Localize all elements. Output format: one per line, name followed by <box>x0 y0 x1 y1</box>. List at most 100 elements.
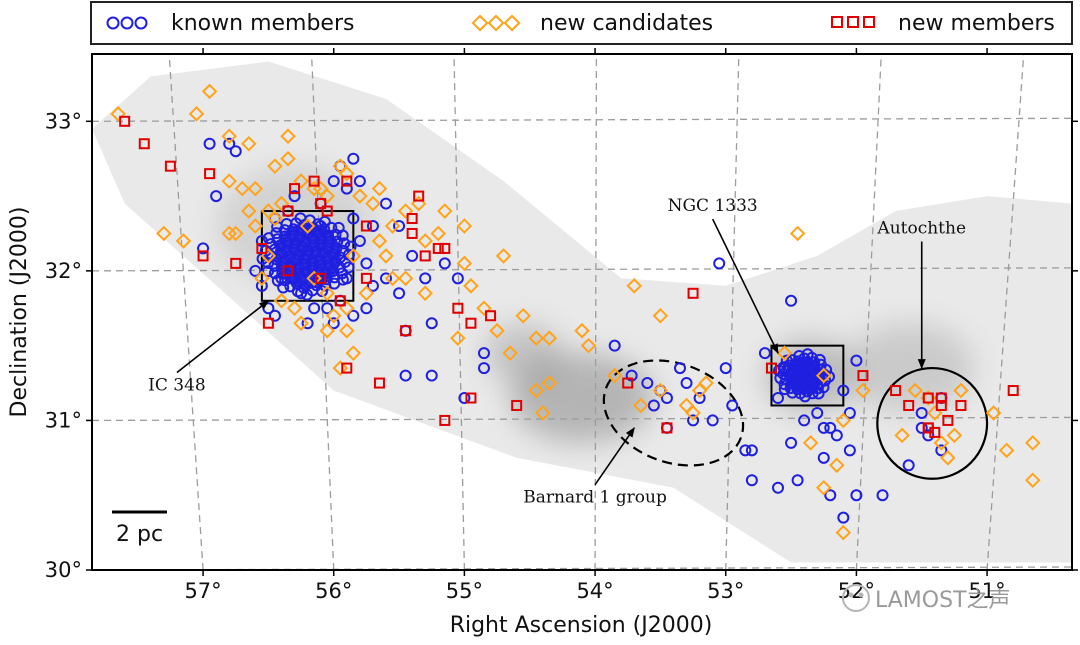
plot-frame <box>91 53 1073 571</box>
x-tick-label: 56° <box>315 579 352 603</box>
data-point <box>286 300 303 317</box>
watermark-icon-dot <box>858 592 864 598</box>
data-point <box>463 278 479 294</box>
x-tick-label: 55° <box>446 579 483 603</box>
data-point <box>811 406 824 419</box>
series-new-members <box>119 115 1019 438</box>
grid-line-ra <box>855 54 882 570</box>
data-point <box>626 278 643 294</box>
data-point <box>384 270 401 287</box>
data-point <box>406 249 419 262</box>
data-point <box>998 442 1015 459</box>
grid-line-ra <box>168 54 204 570</box>
data-point <box>294 212 307 225</box>
data-point <box>894 427 910 444</box>
data-point <box>813 353 826 366</box>
data-point <box>835 412 852 429</box>
data-point <box>293 315 309 331</box>
data-point <box>221 173 237 189</box>
data-point <box>241 203 257 219</box>
data-point <box>739 444 752 457</box>
data-point <box>661 422 673 434</box>
data-point <box>660 392 673 404</box>
data-point <box>915 421 928 434</box>
y-tick-label: 31° <box>45 408 82 432</box>
data-point <box>822 370 835 383</box>
data-point <box>835 524 852 541</box>
data-point <box>622 377 634 389</box>
region-box <box>770 344 845 407</box>
data-point <box>935 399 947 411</box>
data-point <box>319 322 335 339</box>
grid-line-dec <box>92 117 1072 122</box>
data-point <box>313 253 326 266</box>
data-point <box>933 435 950 451</box>
y-tick-label: 33° <box>45 109 82 133</box>
data-point <box>857 370 869 382</box>
data-point <box>332 221 345 234</box>
data-point <box>850 354 863 367</box>
data-point <box>791 474 804 487</box>
data-point <box>785 436 798 449</box>
data-point <box>843 444 856 457</box>
data-point <box>327 175 340 188</box>
legend-candidates-markers <box>471 14 521 32</box>
data-point <box>451 272 464 285</box>
data-point <box>674 362 686 375</box>
x-tick-label: 51° <box>968 579 1005 603</box>
data-point <box>203 137 216 150</box>
data-point <box>332 360 349 376</box>
data-point <box>478 347 490 360</box>
data-point <box>314 220 327 232</box>
data-point <box>227 225 244 242</box>
data-point <box>345 248 362 264</box>
data-point <box>275 272 288 285</box>
legend-candidate-marker <box>487 14 505 32</box>
data-point <box>489 322 505 339</box>
data-point <box>289 183 301 195</box>
data-point <box>940 450 956 466</box>
data-point <box>935 392 947 404</box>
data-point <box>802 435 819 451</box>
legend-candidates-label: new candidates <box>540 11 713 36</box>
legend-known-label: known members <box>171 11 354 36</box>
data-point <box>706 414 719 427</box>
data-point <box>778 362 791 375</box>
data-point <box>262 265 275 278</box>
y-tick-label: 30° <box>45 558 82 582</box>
data-point <box>334 295 346 307</box>
x-tick-label: 54° <box>576 579 613 603</box>
data-point <box>902 459 915 472</box>
data-points <box>110 83 1041 541</box>
legend-members-markers <box>831 16 875 28</box>
region-circle <box>876 366 989 480</box>
data-point <box>829 457 845 474</box>
data-point <box>267 158 283 174</box>
cloud-dark-region <box>843 323 975 413</box>
data-point <box>773 364 786 377</box>
x-tick-label: 57° <box>184 579 221 603</box>
data-point <box>820 363 833 376</box>
data-point <box>175 233 192 249</box>
data-point <box>378 248 394 264</box>
data-point <box>907 382 923 399</box>
data-point <box>342 248 355 261</box>
data-point <box>515 307 531 324</box>
data-point <box>776 345 793 361</box>
legend-known-marker <box>134 16 148 30</box>
data-point <box>942 414 954 426</box>
grid-line-dec <box>92 267 1072 272</box>
legend-members-label: new members <box>898 11 1055 36</box>
data-point <box>371 233 388 249</box>
data-point <box>323 235 336 248</box>
data-point <box>541 375 558 391</box>
data-point <box>726 399 739 412</box>
data-point <box>922 429 935 442</box>
data-point <box>306 270 322 287</box>
data-point <box>347 212 360 225</box>
data-point <box>393 287 406 300</box>
watermark-label: LAMOST之声 <box>875 588 1011 613</box>
data-point <box>300 288 313 301</box>
annotation-label: Barnard 1 group <box>523 488 667 508</box>
